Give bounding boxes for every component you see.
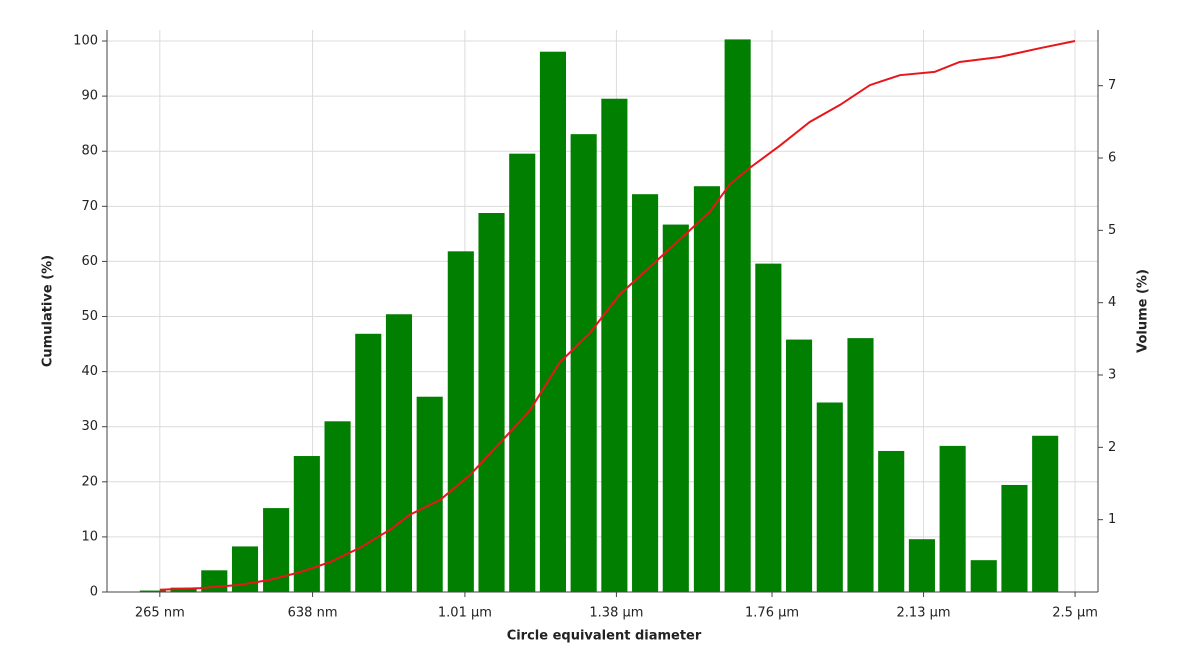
bar — [1032, 435, 1059, 592]
bar — [201, 570, 228, 592]
bar — [447, 251, 474, 592]
bar — [970, 560, 997, 592]
x-tick-label: 1.38 µm — [589, 606, 643, 621]
bar — [662, 224, 689, 592]
x-tick-label: 2.13 µm — [897, 606, 951, 621]
x-tick-label: 265 nm — [135, 606, 185, 621]
bar — [693, 186, 720, 592]
bar — [570, 134, 597, 593]
bar — [601, 98, 628, 592]
bar — [632, 194, 659, 592]
y-tick-label: 50 — [81, 309, 98, 324]
bar — [355, 333, 382, 592]
cumulative-line — [159, 40, 1076, 591]
bar — [170, 587, 197, 592]
bar — [816, 402, 843, 592]
y-tick-label: 0 — [90, 585, 98, 600]
y-tick-label: 30 — [81, 419, 98, 434]
bar — [878, 450, 905, 592]
bar — [847, 338, 874, 592]
y2-tick-label: 4 — [1108, 295, 1116, 310]
bar — [939, 445, 966, 592]
bar — [1001, 484, 1028, 592]
bar — [293, 456, 320, 592]
bar — [724, 39, 751, 592]
x-axis-label: Circle equivalent diameter — [507, 629, 702, 644]
bar — [139, 590, 166, 592]
y-tick-label: 10 — [81, 529, 98, 544]
bar — [385, 314, 413, 592]
y-tick-label: 90 — [81, 89, 98, 104]
y2-tick-label: 7 — [1108, 78, 1116, 93]
x-tick-label: 638 nm — [288, 606, 338, 621]
y-tick-label: 20 — [81, 474, 98, 489]
bar — [786, 339, 813, 592]
x-tick-label: 1.01 µm — [438, 606, 492, 621]
bar — [416, 396, 443, 592]
y-tick-label: 70 — [81, 199, 98, 214]
bar — [539, 51, 567, 592]
y2-tick-label: 1 — [1108, 512, 1116, 527]
y-tick-label: 80 — [81, 144, 98, 159]
y2-tick-label: 2 — [1108, 440, 1116, 455]
y-tick-label: 60 — [81, 254, 98, 269]
bar — [755, 263, 782, 592]
x-tick-label: 2.5 µm — [1052, 606, 1098, 621]
y-tick-label: 40 — [81, 364, 98, 379]
y2-tick-label: 3 — [1108, 368, 1116, 383]
bar — [908, 539, 935, 592]
bar — [478, 212, 505, 592]
y-tick-label: 100 — [73, 34, 98, 49]
y2-tick-label: 6 — [1108, 151, 1116, 166]
bar — [324, 421, 351, 592]
y2-tick-label: 5 — [1108, 223, 1116, 238]
x-tick-label: 1.76 µm — [745, 606, 799, 621]
bar — [509, 153, 536, 592]
y2-axis-label: Volume (%) — [1136, 269, 1151, 353]
y-axis-label: Cumulative (%) — [41, 255, 56, 367]
